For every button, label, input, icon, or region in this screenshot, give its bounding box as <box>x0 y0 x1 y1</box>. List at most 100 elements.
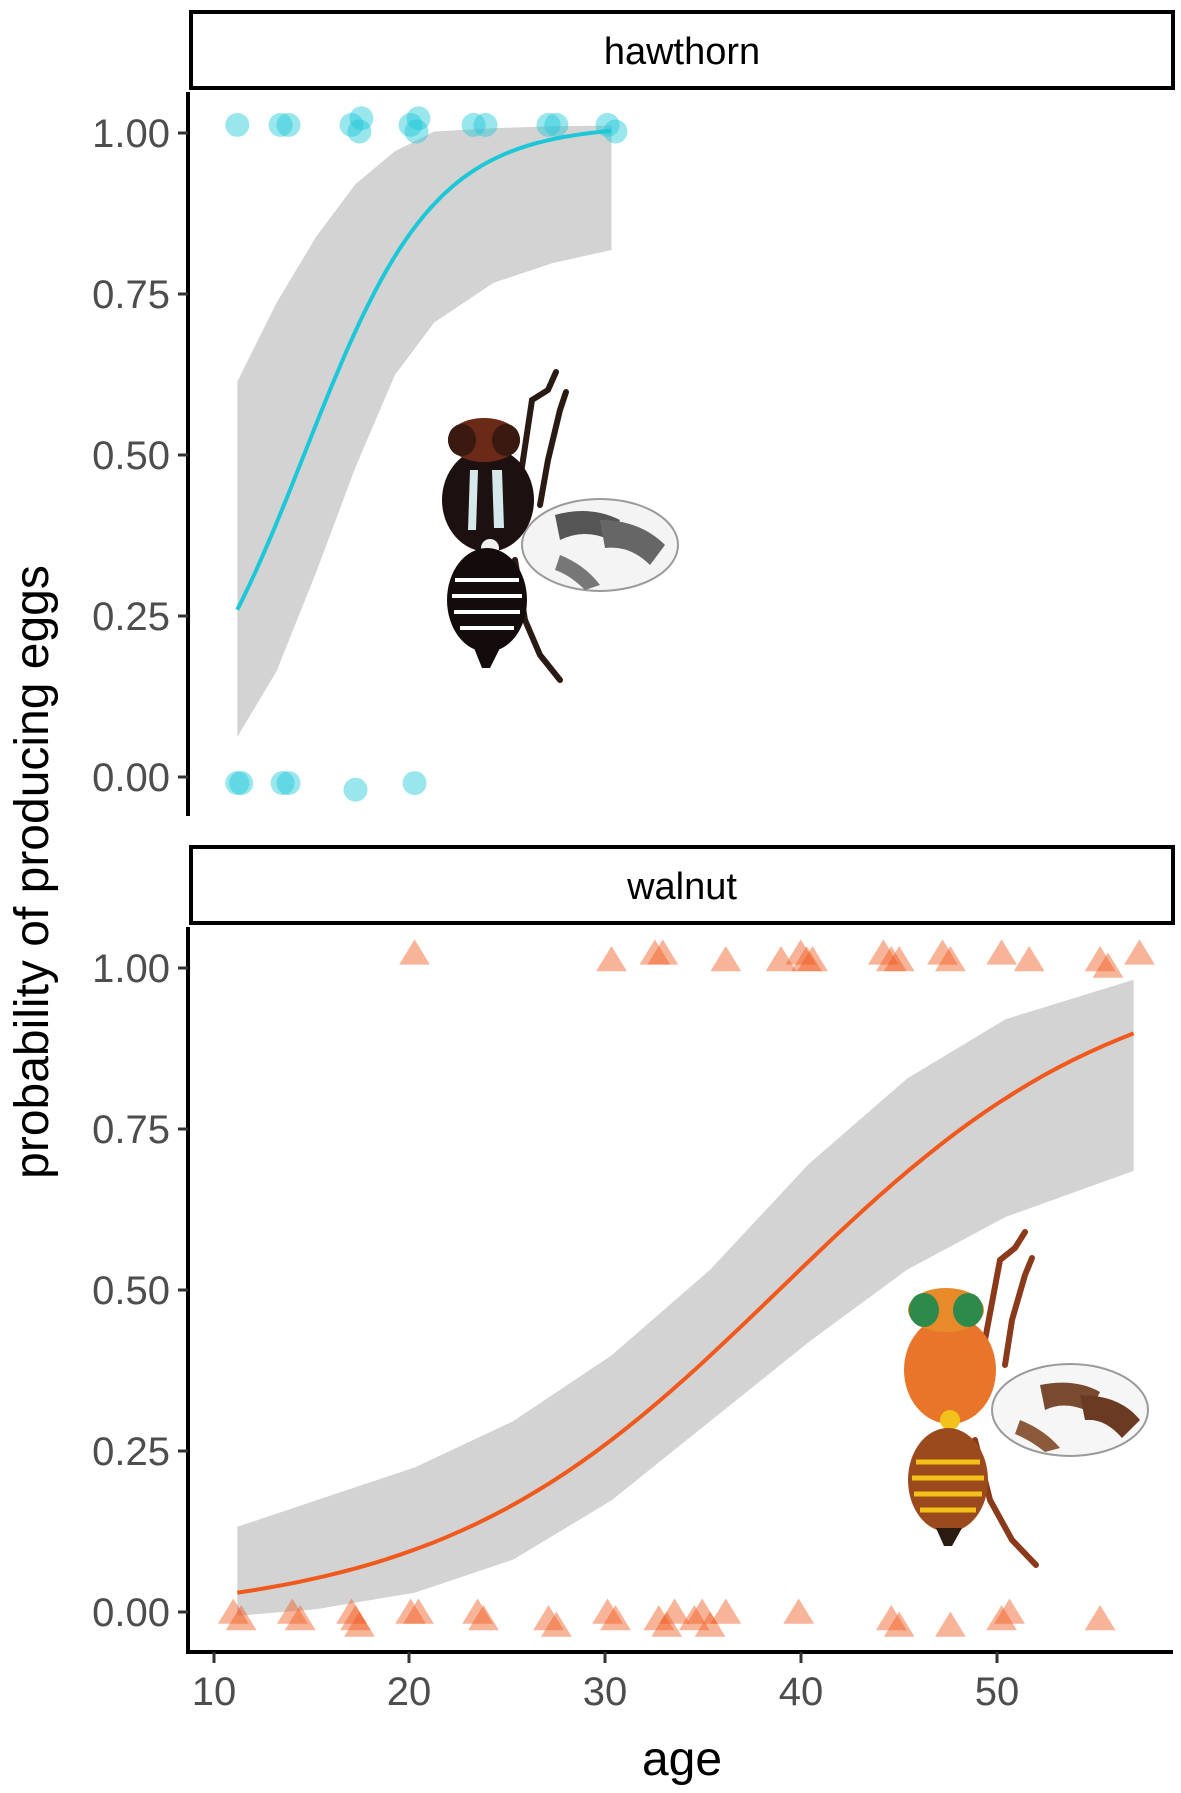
data-point <box>592 1598 623 1624</box>
data-point <box>1124 939 1155 965</box>
y-axis-title: probability of producing eggs <box>6 565 59 1179</box>
data-point <box>986 1605 1017 1631</box>
panel-hawthorn: hawthorn 1.00 0.75 0.50 0.25 0.00 <box>92 10 1175 816</box>
data-point <box>596 946 627 972</box>
data-point <box>1092 952 1124 978</box>
data-point <box>403 1598 434 1624</box>
fly-eye <box>492 424 520 456</box>
hawthorn-fly-illustration <box>442 369 679 683</box>
data-point <box>473 112 498 137</box>
x-axis-title: age <box>642 1733 722 1786</box>
data-point <box>284 1605 316 1631</box>
data-point <box>399 939 430 965</box>
fly-scutellum <box>940 1410 960 1430</box>
data-point <box>1013 946 1045 972</box>
data-point <box>883 1611 915 1637</box>
data-point <box>797 946 828 972</box>
data-point <box>643 1605 675 1631</box>
x-tick-label: 20 <box>387 1670 432 1714</box>
data-point <box>336 1598 367 1624</box>
fly-wing-band <box>1080 1395 1140 1438</box>
fly-leg <box>537 389 569 508</box>
data-point <box>536 112 561 137</box>
confidence-band-hawthorn <box>237 125 612 738</box>
data-point <box>277 1598 308 1624</box>
fly-thorax-stripe <box>492 470 504 528</box>
y-tick-label: 0.50 <box>92 1269 170 1313</box>
fly-abdomen-tip <box>474 648 500 668</box>
y-tick-label: 0.75 <box>92 1108 170 1152</box>
fit-line-walnut <box>236 1031 1135 1595</box>
fly-leg <box>982 1229 1028 1343</box>
y-tick-label: 1.00 <box>92 112 170 156</box>
data-point <box>217 1598 249 1624</box>
y-tick-label: 0.50 <box>92 434 170 478</box>
data-point <box>229 771 254 796</box>
data-point <box>225 1605 257 1631</box>
strip-box-hawthorn <box>189 10 1175 90</box>
data-point <box>986 939 1017 965</box>
data-point <box>651 1611 683 1637</box>
data-point <box>395 1598 426 1624</box>
fly-abdomen <box>447 548 527 652</box>
x-tick-label: 50 <box>975 1670 1020 1714</box>
data-point <box>791 946 822 972</box>
data-point <box>785 939 817 965</box>
walnut-fly-illustration <box>904 1229 1149 1568</box>
data-point <box>339 112 364 137</box>
fly-thorax-stripe <box>468 470 478 530</box>
data-point <box>600 1605 631 1631</box>
fit-line-hawthorn <box>235 128 612 611</box>
data-point <box>544 112 569 137</box>
data-point <box>647 939 679 965</box>
points-hawthorn <box>225 106 628 802</box>
data-point <box>875 1605 907 1631</box>
data-point <box>468 1605 499 1631</box>
y-ticks-hawthorn: 1.00 0.75 0.50 0.25 0.00 <box>92 112 188 800</box>
data-point <box>344 1611 375 1637</box>
data-point <box>276 771 301 796</box>
y-tick-label: 0.75 <box>92 273 170 317</box>
data-point <box>783 1598 815 1624</box>
fly-abdomen-tip <box>936 1528 962 1546</box>
data-point <box>268 112 293 137</box>
data-point <box>225 112 250 137</box>
fly-leg <box>517 369 559 483</box>
y-ticks-walnut: 1.00 0.75 0.50 0.25 0.00 <box>92 947 188 1635</box>
data-point <box>994 1598 1025 1624</box>
y-tick-label: 0.25 <box>92 1430 170 1474</box>
y-tick-label: 0.00 <box>92 756 170 800</box>
y-tick-label: 0.00 <box>92 1591 170 1635</box>
data-point <box>659 1598 690 1624</box>
data-point <box>541 1611 572 1637</box>
data-point <box>868 939 899 965</box>
fly-thorax <box>904 1316 996 1424</box>
fly-eye <box>448 424 476 456</box>
y-tick-label: 1.00 <box>92 947 170 991</box>
data-point <box>875 946 907 972</box>
data-point <box>935 1611 966 1637</box>
data-point <box>710 1598 742 1624</box>
data-point <box>347 119 372 144</box>
data-point <box>404 119 429 144</box>
data-point <box>461 112 486 137</box>
x-tick-label: 10 <box>192 1670 237 1714</box>
data-point <box>276 112 301 137</box>
data-point <box>710 946 742 972</box>
data-point <box>1084 1605 1116 1631</box>
data-point <box>343 777 368 802</box>
data-point <box>270 771 295 796</box>
strip-label-hawthorn: hawthorn <box>604 31 760 73</box>
data-point <box>603 119 628 144</box>
data-point <box>225 771 250 796</box>
data-point <box>533 1605 564 1631</box>
data-point <box>462 1598 493 1624</box>
data-point <box>349 106 374 131</box>
data-point <box>402 771 427 796</box>
data-point <box>1084 946 1116 972</box>
fly-leg <box>1002 1255 1035 1368</box>
data-point <box>883 946 915 972</box>
data-point <box>398 112 423 137</box>
y-tick-label: 0.25 <box>92 595 170 639</box>
